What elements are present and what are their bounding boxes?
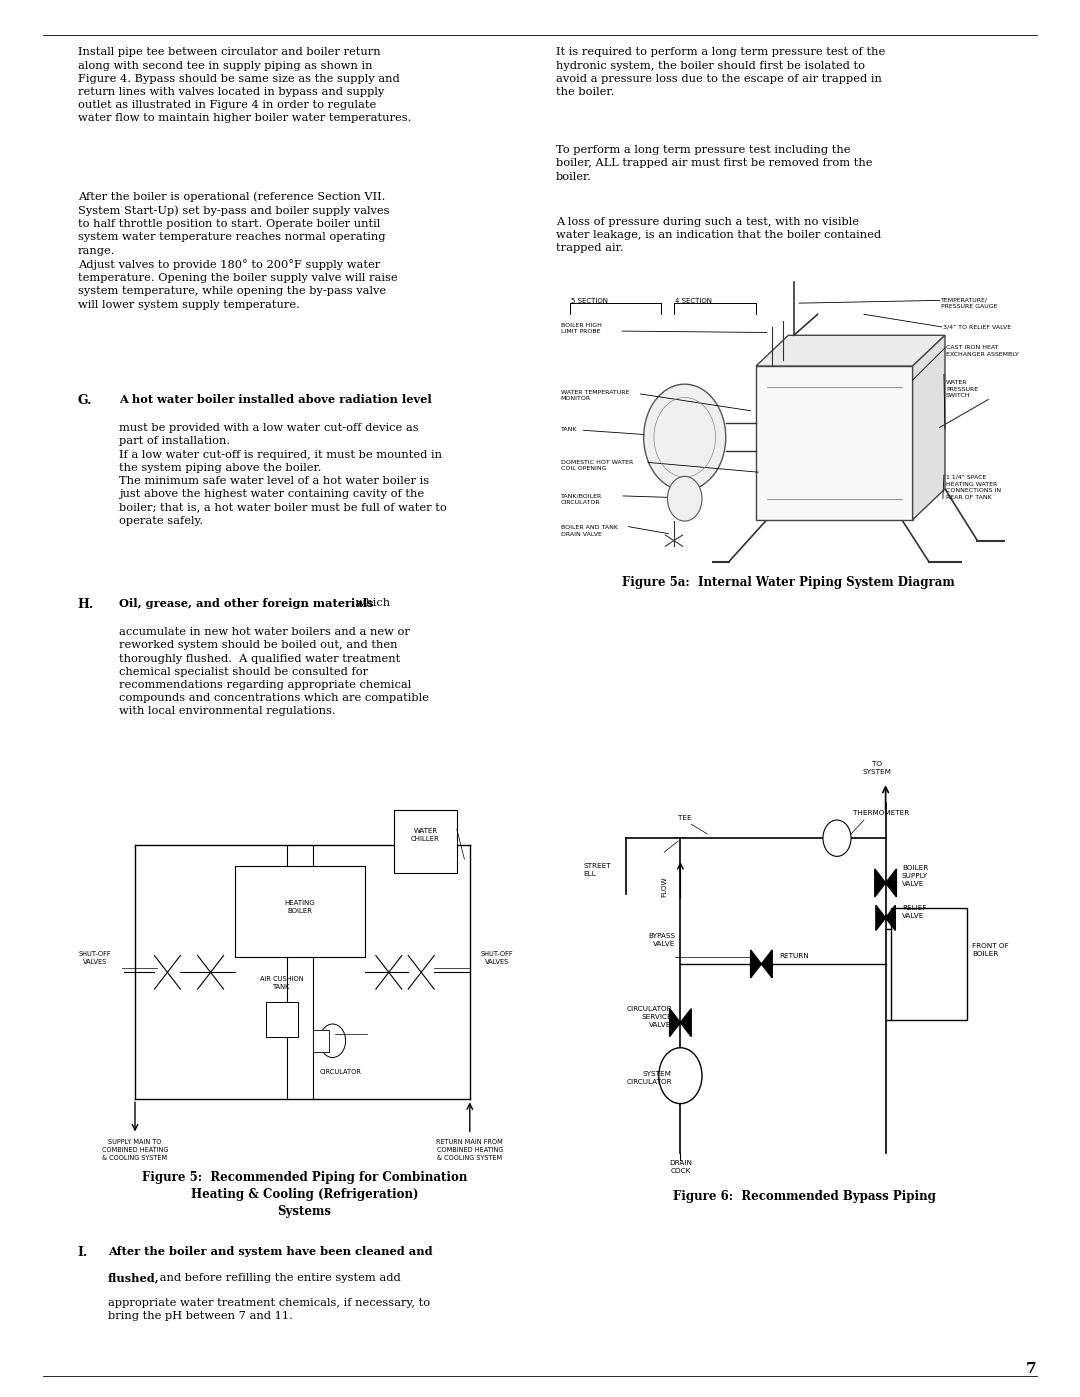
Text: DOMESTIC HOT WATER
COIL OPENING: DOMESTIC HOT WATER COIL OPENING [561,460,633,471]
Bar [313,1030,329,1052]
Circle shape [823,820,851,856]
Polygon shape [876,905,886,930]
Bar [235,866,365,957]
Text: BOILER HIGH
LIMIT PROBE: BOILER HIGH LIMIT PROBE [561,323,602,334]
Text: Figure 5a:  Internal Water Piping System Diagram: Figure 5a: Internal Water Piping System … [622,576,955,588]
Text: DRAIN
COCK: DRAIN COCK [669,1160,692,1173]
Polygon shape [913,335,945,520]
Polygon shape [875,869,886,897]
Polygon shape [886,869,896,897]
Text: 1 1/4" SPACE
HEATING WATER
CONNECTIONS IN
REAR OF TANK: 1 1/4" SPACE HEATING WATER CONNECTIONS I… [946,475,1001,500]
Text: RETURN: RETURN [779,953,809,958]
Text: which: which [352,598,390,608]
Text: BYPASS
VALVE: BYPASS VALVE [648,933,675,947]
Text: CAST IRON HEAT
EXCHANGER ASSEMBLY: CAST IRON HEAT EXCHANGER ASSEMBLY [946,345,1018,356]
Bar [891,908,967,1020]
Text: RELIEF
VALVE: RELIEF VALVE [902,905,927,919]
Text: BOILER
SUPPLY
VALVE: BOILER SUPPLY VALVE [902,865,928,887]
Text: WATER
CHILLER: WATER CHILLER [411,827,440,842]
Text: SUPPLY MAIN TO
COMBINED HEATING
& COOLING SYSTEM: SUPPLY MAIN TO COMBINED HEATING & COOLIN… [102,1139,168,1161]
Text: TANK/BOILER
CIRCULATOR: TANK/BOILER CIRCULATOR [561,493,602,504]
Text: 4 SECTION: 4 SECTION [675,298,712,303]
Text: I.: I. [78,1246,87,1259]
Text: must be provided with a low water cut-off device as
part of installation.
If a l: must be provided with a low water cut-of… [119,423,446,525]
Polygon shape [670,1009,680,1037]
Text: TEMPERATURE/
PRESSURE GAUGE: TEMPERATURE/ PRESSURE GAUGE [941,298,997,309]
Text: accumulate in new hot water boilers and a new or
reworked system should be boile: accumulate in new hot water boilers and … [119,627,429,717]
Bar [394,810,457,873]
Text: Figure 5:  Recommended Piping for Combination
Heating & Cooling (Refrigeration)
: Figure 5: Recommended Piping for Combina… [141,1171,468,1218]
Circle shape [667,476,702,521]
Text: HEATING
BOILER: HEATING BOILER [285,900,315,915]
Text: SHUT-OFF
VALVES: SHUT-OFF VALVES [481,951,513,965]
Text: and before refilling the entire system add: and before refilling the entire system a… [156,1273,401,1282]
Text: FLOW: FLOW [661,877,667,897]
Bar [756,366,913,520]
Text: Install pipe tee between circulator and boiler return
along with second tee in s: Install pipe tee between circulator and … [78,47,411,123]
Text: TANK: TANK [561,427,577,433]
Polygon shape [756,335,945,366]
Text: STREET
ELL: STREET ELL [583,863,611,877]
Text: H.: H. [78,598,94,610]
Circle shape [644,384,726,490]
Text: TO
SYSTEM: TO SYSTEM [863,761,891,775]
Text: 3/4" TO RELIEF VALVE: 3/4" TO RELIEF VALVE [943,324,1011,330]
Polygon shape [761,950,772,978]
Text: Oil, grease, and other foreign materials: Oil, grease, and other foreign materials [119,598,374,609]
Bar [266,1002,298,1037]
Text: WATER
PRESSURE
SWITCH: WATER PRESSURE SWITCH [946,380,978,398]
Text: A hot water boiler installed above radiation level: A hot water boiler installed above radia… [119,394,432,405]
Text: SYSTEM
CIRCULATOR: SYSTEM CIRCULATOR [626,1071,672,1085]
Text: WATER TEMPERATURE
MONITOR: WATER TEMPERATURE MONITOR [561,390,629,401]
Text: flushed,: flushed, [108,1273,160,1284]
Text: 5 SECTION: 5 SECTION [571,298,608,303]
Text: SHUT-OFF
VALVES: SHUT-OFF VALVES [79,951,111,965]
Text: THERMOMETER: THERMOMETER [853,810,909,816]
Polygon shape [886,905,895,930]
Text: appropriate water treatment chemicals, if necessary, to
bring the pH between 7 a: appropriate water treatment chemicals, i… [108,1298,430,1322]
Text: Figure 6:  Recommended Bypass Piping: Figure 6: Recommended Bypass Piping [673,1190,936,1203]
Polygon shape [751,950,761,978]
Text: FRONT OF
BOILER: FRONT OF BOILER [972,943,1009,957]
Text: RETURN MAIN FROM
COMBINED HEATING
& COOLING SYSTEM: RETURN MAIN FROM COMBINED HEATING & COOL… [436,1139,503,1161]
Text: 7: 7 [1026,1362,1037,1376]
Text: BOILER AND TANK
DRAIN VALVE: BOILER AND TANK DRAIN VALVE [561,525,618,536]
Text: CIRCULATOR
SERVICE
VALVE: CIRCULATOR SERVICE VALVE [626,1006,672,1028]
Text: To perform a long term pressure test including the
boiler, ALL trapped air must : To perform a long term pressure test inc… [556,145,873,182]
Polygon shape [680,1009,691,1037]
Text: After the boiler and system have been cleaned and: After the boiler and system have been cl… [108,1246,433,1257]
Circle shape [320,1024,346,1058]
Circle shape [659,1048,702,1104]
Text: TEE: TEE [677,816,691,821]
Text: After the boiler is operational (reference Section VII.
System Start-Up) set by-: After the boiler is operational (referen… [78,191,397,310]
Text: It is required to perform a long term pressure test of the
hydronic system, the : It is required to perform a long term pr… [556,47,886,98]
Text: CIRCULATOR: CIRCULATOR [320,1069,361,1074]
Text: G.: G. [78,394,92,407]
Text: AIR CUSHION
TANK: AIR CUSHION TANK [260,977,303,990]
Text: A loss of pressure during such a test, with no visible
water leakage, is an indi: A loss of pressure during such a test, w… [556,217,881,253]
